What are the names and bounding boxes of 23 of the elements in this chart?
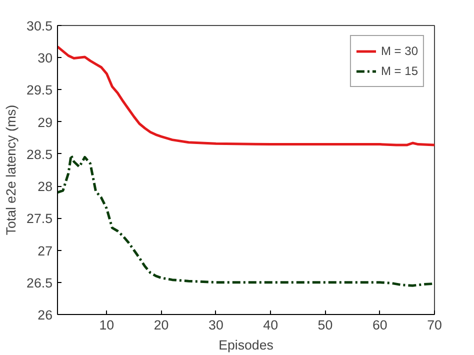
y-tick-label: 29 bbox=[38, 114, 53, 130]
y-tick-label: 27 bbox=[38, 243, 53, 258]
y-tick-label: 28.5 bbox=[26, 146, 53, 162]
y-tick-label: 26 bbox=[38, 308, 53, 322]
legend-label: M = 15 bbox=[380, 64, 418, 78]
legend-label: M = 30 bbox=[380, 44, 418, 58]
x-tick-label: 40 bbox=[263, 318, 278, 332]
y-tick-label: 26.5 bbox=[26, 275, 53, 290]
x-tick-label: 60 bbox=[372, 318, 388, 332]
y-axis-title: Total e2e latency (ms) bbox=[4, 104, 19, 236]
y-tick-label: 27.5 bbox=[26, 211, 53, 226]
x-axis-title: Episodes bbox=[218, 338, 274, 352]
x-tick-label: 50 bbox=[318, 318, 333, 332]
y-tick-label: 30 bbox=[38, 50, 53, 66]
x-tick-label: 20 bbox=[154, 318, 169, 332]
x-tick-label: 70 bbox=[427, 318, 442, 332]
x-tick-label: 30 bbox=[208, 318, 224, 332]
line-series bbox=[58, 45, 434, 146]
line-series bbox=[58, 154, 434, 287]
y-tick-label: 28 bbox=[38, 179, 53, 194]
x-tick-label: 10 bbox=[99, 318, 114, 332]
y-tick-label: 29.5 bbox=[26, 82, 53, 98]
y-tick-label: 30.5 bbox=[26, 18, 53, 34]
